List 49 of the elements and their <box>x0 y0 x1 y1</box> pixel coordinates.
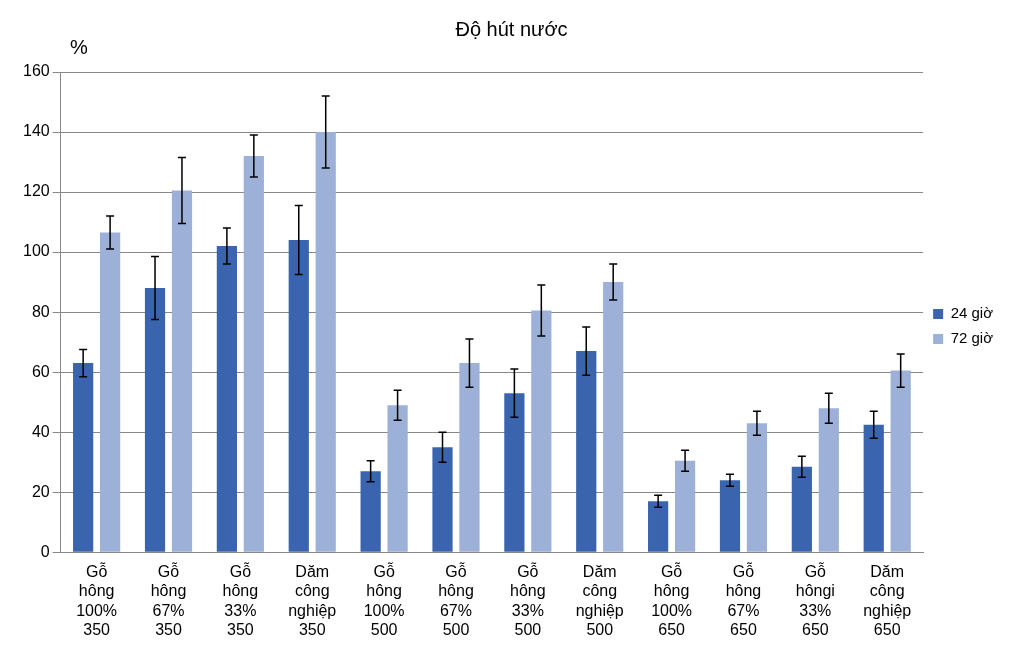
x-tick-label: Gỗ hôngi 33% 650 <box>795 562 835 638</box>
bar <box>432 447 453 552</box>
x-tick-label: Gỗ hông 33% 500 <box>510 562 546 638</box>
x-tick-label: Gỗ hông 100% 500 <box>363 562 405 638</box>
bar <box>171 190 193 552</box>
bar <box>288 240 309 552</box>
bar <box>504 393 525 552</box>
x-tick-label: Gỗ hông 67% 350 <box>150 562 187 638</box>
x-tick-label: Dăm công nghiệp 350 <box>288 563 337 638</box>
bar <box>603 282 624 552</box>
bar <box>531 310 552 552</box>
bar <box>216 246 237 552</box>
bar <box>791 466 812 552</box>
x-tick-label: Gỗ hông 67% 650 <box>725 562 762 638</box>
bar <box>818 408 839 552</box>
y-tick-label: 20 <box>31 482 50 500</box>
bar <box>648 501 669 552</box>
y-tick-label: 40 <box>31 422 50 440</box>
bar <box>890 370 911 552</box>
x-tick-label: Gỗ hông 100% 650 <box>651 562 693 638</box>
x-tick-label: Dăm công nghiệp 650 <box>863 563 912 638</box>
y-tick-label: 160 <box>22 62 50 80</box>
y-tick-label: 120 <box>22 182 50 200</box>
bar <box>863 424 884 552</box>
x-tick-label: Gỗ hông 100% 350 <box>76 562 118 638</box>
bar <box>315 132 336 552</box>
bar <box>73 363 94 552</box>
bar <box>719 480 741 552</box>
bar <box>243 156 264 552</box>
bar <box>674 460 696 552</box>
bar <box>360 471 381 552</box>
y-tick-label: 80 <box>31 302 50 320</box>
y-tick-label: 140 <box>22 122 50 140</box>
y-tick-label: 0 <box>40 542 50 560</box>
chart-title: Độ hút nước <box>455 17 568 40</box>
legend-label: 24 giờ <box>950 304 994 322</box>
y-tick-label: 100 <box>22 242 50 260</box>
bar <box>576 351 597 552</box>
bar <box>100 232 121 552</box>
bar <box>459 363 480 552</box>
x-tick-label: Dăm công nghiệp 500 <box>575 563 624 638</box>
y-tick-label: 60 <box>31 362 50 380</box>
y-axis-title: % <box>70 35 88 58</box>
legend-label: 72 giờ <box>950 329 994 347</box>
bar <box>144 288 166 552</box>
x-tick-label: Gỗ hông 67% 500 <box>438 562 474 638</box>
x-tick-label: Gỗ hông 33% 350 <box>222 562 259 638</box>
bar <box>387 405 408 552</box>
bar <box>746 423 768 552</box>
